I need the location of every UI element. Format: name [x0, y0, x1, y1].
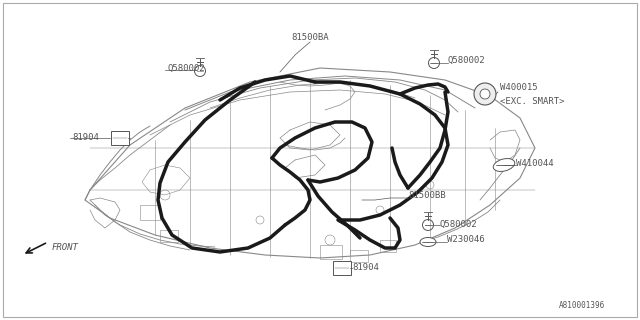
Text: 81904: 81904	[352, 262, 379, 271]
Text: FRONT: FRONT	[52, 244, 79, 252]
Text: W410044: W410044	[516, 158, 554, 167]
Text: Q580002: Q580002	[440, 220, 477, 228]
Bar	[140, 205, 160, 220]
Text: A810001396: A810001396	[559, 300, 605, 309]
Bar	[380, 240, 396, 252]
Text: W400015: W400015	[500, 84, 538, 92]
Text: 81500BA: 81500BA	[291, 34, 329, 43]
Ellipse shape	[493, 158, 515, 172]
Text: 81904: 81904	[72, 133, 99, 142]
Text: <EXC. SMART>: <EXC. SMART>	[500, 97, 564, 106]
Text: W230046: W230046	[447, 236, 484, 244]
Text: Q580002: Q580002	[448, 55, 486, 65]
Text: 81500BB: 81500BB	[408, 191, 445, 201]
FancyBboxPatch shape	[111, 131, 129, 145]
Circle shape	[474, 83, 496, 105]
Text: Q580002: Q580002	[168, 63, 205, 73]
Bar	[320, 245, 342, 259]
Ellipse shape	[420, 237, 436, 246]
FancyBboxPatch shape	[333, 261, 351, 275]
Bar	[350, 250, 368, 262]
Bar	[160, 230, 178, 242]
Circle shape	[480, 89, 490, 99]
